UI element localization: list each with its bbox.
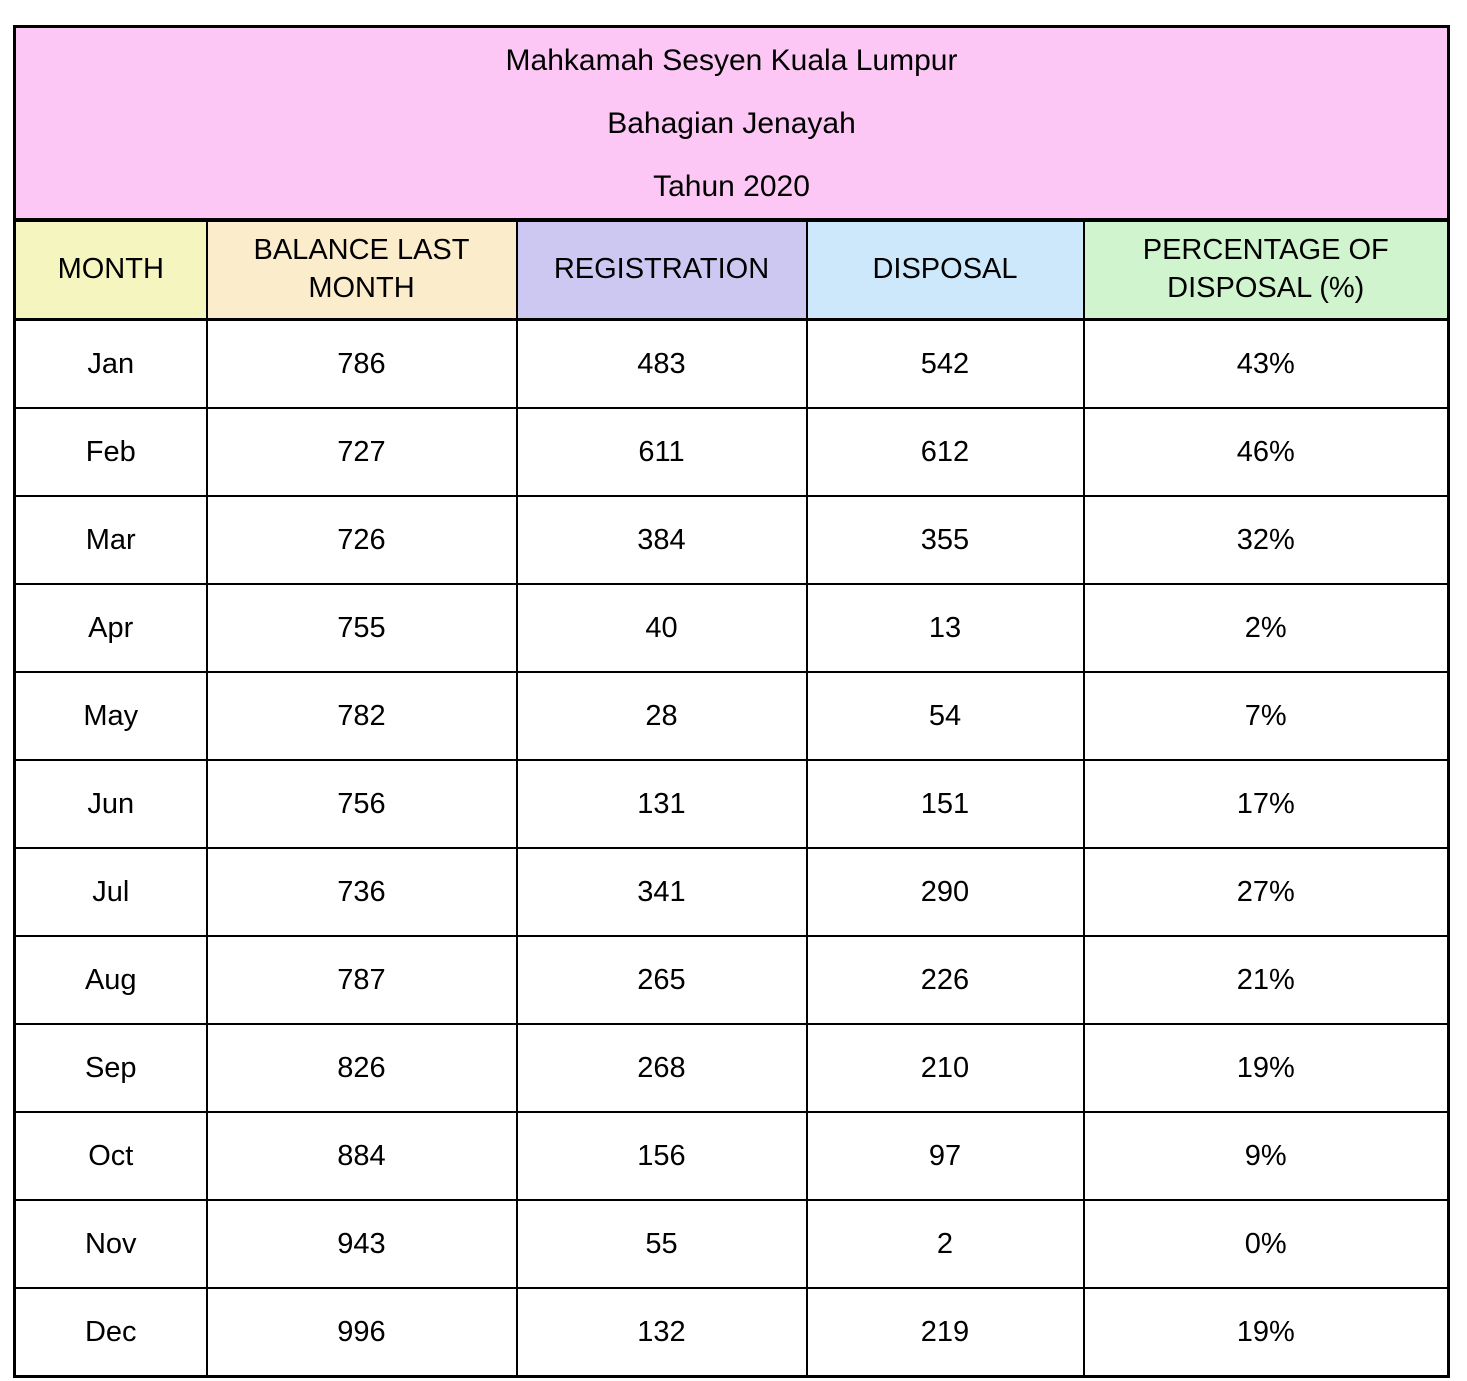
table-row: Nov 943 55 2 0%: [13, 1199, 1450, 1289]
title-line-year: Tahun 2020: [653, 169, 810, 203]
table-cell: 27%: [1082, 847, 1450, 937]
table-cell: 9%: [1082, 1111, 1450, 1201]
table-row: Jun 756 131 151 17%: [13, 759, 1450, 849]
table-cell: Jan: [13, 318, 208, 409]
table-cell: 40: [515, 583, 808, 673]
column-header-balance-last-month: BALANCE LAST MONTH: [205, 219, 518, 321]
column-header-disposal: DISPOSAL: [805, 219, 1085, 321]
table-cell: 131: [515, 759, 808, 849]
table-cell: 782: [205, 671, 518, 761]
report-table: Mahkamah Sesyen Kuala Lumpur Bahagian Je…: [13, 25, 1450, 1378]
table-cell: 384: [515, 495, 808, 585]
table-row: Feb 727 611 612 46%: [13, 407, 1450, 497]
table-cell: 210: [805, 1023, 1085, 1113]
table-cell: 726: [205, 495, 518, 585]
table-cell: 787: [205, 935, 518, 1025]
column-header-month: MONTH: [13, 219, 208, 321]
table-cell: 19%: [1082, 1023, 1450, 1113]
table-cell: 483: [515, 318, 808, 409]
table-cell: 826: [205, 1023, 518, 1113]
table-row: Apr 755 40 13 2%: [13, 583, 1450, 673]
table-cell: Dec: [13, 1287, 208, 1378]
table-cell: 341: [515, 847, 808, 937]
title-line-division: Bahagian Jenayah: [607, 106, 856, 140]
table-cell: 542: [805, 318, 1085, 409]
table-cell: 156: [515, 1111, 808, 1201]
table-cell: 55: [515, 1199, 808, 1289]
table-row: May 782 28 54 7%: [13, 671, 1450, 761]
table-cell: 611: [515, 407, 808, 497]
table-cell: 19%: [1082, 1287, 1450, 1378]
table-cell: 755: [205, 583, 518, 673]
column-header-percentage-of-disposal: PERCENTAGE OF DISPOSAL (%): [1082, 219, 1450, 321]
table-cell: 612: [805, 407, 1085, 497]
table-cell: 7%: [1082, 671, 1450, 761]
table-row: Sep 826 268 210 19%: [13, 1023, 1450, 1113]
table-cell: 151: [805, 759, 1085, 849]
table-cell: 943: [205, 1199, 518, 1289]
table-row: Oct 884 156 97 9%: [13, 1111, 1450, 1201]
title-row: Mahkamah Sesyen Kuala Lumpur Bahagian Je…: [13, 25, 1450, 222]
table-cell: 727: [205, 407, 518, 497]
table-cell: 219: [805, 1287, 1085, 1378]
table-cell: 0%: [1082, 1199, 1450, 1289]
table-cell: May: [13, 671, 208, 761]
table-row: Jan 786 483 542 43%: [13, 318, 1450, 409]
report-title: Mahkamah Sesyen Kuala Lumpur Bahagian Je…: [13, 25, 1450, 222]
table-cell: 884: [205, 1111, 518, 1201]
table-cell: 786: [205, 318, 518, 409]
table-row: Mar 726 384 355 32%: [13, 495, 1450, 585]
table-cell: Oct: [13, 1111, 208, 1201]
table-cell: Mar: [13, 495, 208, 585]
table-cell: 28: [515, 671, 808, 761]
table-cell: Feb: [13, 407, 208, 497]
table-body: Mahkamah Sesyen Kuala Lumpur Bahagian Je…: [13, 25, 1450, 1378]
table-cell: 355: [805, 495, 1085, 585]
table-cell: 32%: [1082, 495, 1450, 585]
table-cell: 46%: [1082, 407, 1450, 497]
table-cell: Jul: [13, 847, 208, 937]
table-cell: 132: [515, 1287, 808, 1378]
table-cell: 226: [805, 935, 1085, 1025]
table-cell: 996: [205, 1287, 518, 1378]
table-cell: 54: [805, 671, 1085, 761]
table-cell: 13: [805, 583, 1085, 673]
title-stack: Mahkamah Sesyen Kuala Lumpur Bahagian Je…: [17, 28, 1447, 216]
report-container: Mahkamah Sesyen Kuala Lumpur Bahagian Je…: [13, 25, 1450, 1378]
table-cell: 290: [805, 847, 1085, 937]
table-cell: 2%: [1082, 583, 1450, 673]
table-cell: 21%: [1082, 935, 1450, 1025]
table-cell: 756: [205, 759, 518, 849]
table-cell: 97: [805, 1111, 1085, 1201]
table-row: Jul 736 341 290 27%: [13, 847, 1450, 937]
column-header-registration: REGISTRATION: [515, 219, 808, 321]
table-cell: 268: [515, 1023, 808, 1113]
table-cell: 2: [805, 1199, 1085, 1289]
table-cell: Aug: [13, 935, 208, 1025]
table-row: Dec 996 132 219 19%: [13, 1287, 1450, 1378]
table-cell: 265: [515, 935, 808, 1025]
title-line-court: Mahkamah Sesyen Kuala Lumpur: [505, 43, 958, 77]
table-cell: 43%: [1082, 318, 1450, 409]
table-row: Aug 787 265 226 21%: [13, 935, 1450, 1025]
table-cell: Apr: [13, 583, 208, 673]
table-cell: Sep: [13, 1023, 208, 1113]
table-cell: Nov: [13, 1199, 208, 1289]
table-cell: 736: [205, 847, 518, 937]
table-cell: 17%: [1082, 759, 1450, 849]
column-header-row: MONTH BALANCE LAST MONTH REGISTRATION DI…: [13, 219, 1450, 321]
table-cell: Jun: [13, 759, 208, 849]
